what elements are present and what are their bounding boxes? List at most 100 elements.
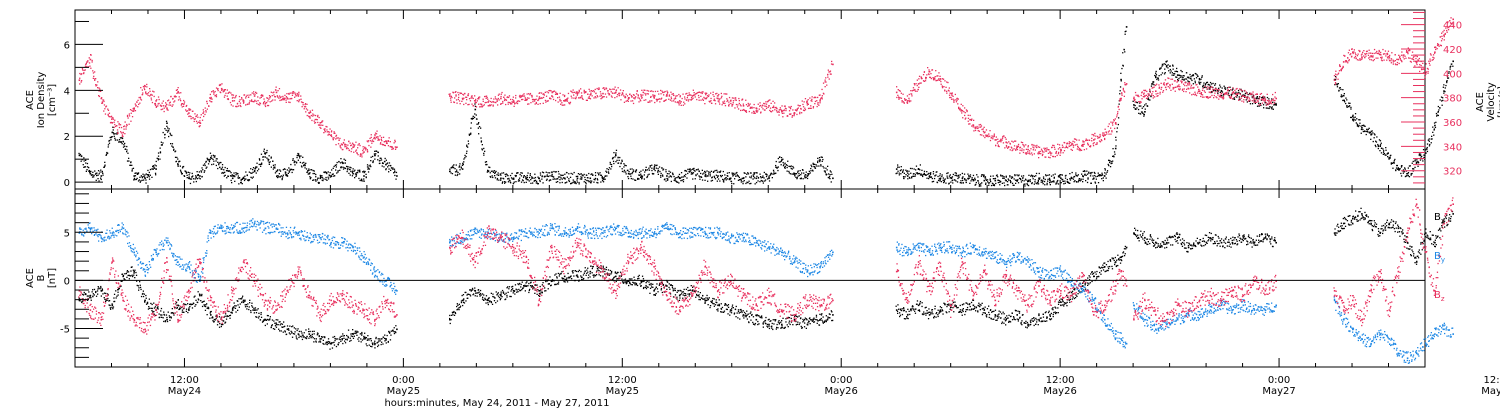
velocity-point bbox=[704, 97, 706, 100]
ion-density-point bbox=[1160, 74, 1162, 76]
velocity-point bbox=[970, 119, 973, 121]
velocity-point bbox=[160, 104, 162, 107]
velocity-point bbox=[267, 104, 270, 107]
velocity-point bbox=[673, 100, 675, 102]
ion-density-point bbox=[168, 128, 170, 130]
velocity-point bbox=[1152, 97, 1154, 99]
velocity-point bbox=[87, 60, 89, 62]
velocity-point bbox=[165, 106, 167, 108]
velocity-point bbox=[215, 94, 218, 96]
velocity-point bbox=[172, 104, 174, 106]
ion-density-point bbox=[268, 159, 270, 161]
ion-density-point bbox=[122, 146, 125, 148]
velocity-point bbox=[597, 88, 600, 91]
ion-density-point bbox=[770, 172, 772, 175]
velocity-point bbox=[731, 105, 733, 107]
ion-density-point bbox=[1133, 106, 1135, 109]
velocity-point bbox=[1124, 82, 1126, 84]
ion-density-point bbox=[760, 176, 762, 178]
ion-density-point bbox=[264, 152, 266, 154]
velocity-point bbox=[799, 111, 801, 113]
ion-density-point bbox=[253, 170, 256, 173]
velocity-point bbox=[570, 95, 572, 97]
velocity-point bbox=[1117, 106, 1119, 108]
ion-density-point bbox=[204, 170, 206, 172]
ion-density-point bbox=[100, 178, 102, 181]
ion-density-point bbox=[959, 182, 961, 184]
ion-density-point bbox=[329, 174, 331, 177]
ion-density-point bbox=[1432, 131, 1434, 133]
velocity-point bbox=[285, 99, 287, 101]
velocity-point bbox=[694, 96, 696, 98]
ion-density-point bbox=[195, 180, 197, 183]
ion-density-point bbox=[1433, 134, 1435, 136]
ion-density-point bbox=[938, 178, 940, 180]
velocity-point bbox=[220, 91, 222, 94]
ion-density-point bbox=[1251, 103, 1254, 105]
ion-density-point bbox=[613, 152, 615, 154]
velocity-point bbox=[526, 97, 529, 99]
ion-density-point bbox=[1181, 71, 1183, 73]
ion-density-point bbox=[677, 175, 679, 178]
ion-density-point bbox=[900, 173, 902, 175]
ion-density-point bbox=[643, 178, 645, 180]
ion-density-point bbox=[1428, 138, 1430, 140]
ion-density-point bbox=[185, 171, 187, 173]
ion-density-point bbox=[84, 166, 87, 168]
ion-density-point bbox=[380, 159, 383, 161]
velocity-point bbox=[342, 148, 344, 151]
velocity-point bbox=[465, 102, 467, 104]
ion-density-point bbox=[127, 152, 129, 154]
velocity-point bbox=[821, 88, 823, 91]
velocity-point bbox=[92, 72, 95, 74]
velocity-point bbox=[752, 110, 755, 112]
ion-density-point bbox=[1370, 130, 1372, 133]
velocity-point bbox=[351, 142, 354, 144]
velocity-point bbox=[449, 93, 451, 95]
ion-density-point bbox=[810, 170, 812, 172]
ion-density-point bbox=[804, 177, 806, 179]
ion-density-point bbox=[1358, 119, 1360, 121]
velocity-point bbox=[806, 104, 808, 106]
velocity-point bbox=[285, 101, 287, 103]
velocity-point bbox=[738, 102, 740, 105]
velocity-point bbox=[257, 100, 259, 102]
ion-density-point bbox=[335, 169, 337, 171]
velocity-point bbox=[748, 104, 750, 106]
ion-density-point bbox=[122, 140, 124, 143]
ion-density-point bbox=[325, 176, 327, 179]
ion-density-point bbox=[687, 168, 689, 170]
ion-density-point bbox=[820, 156, 822, 158]
ion-density-point bbox=[954, 179, 956, 181]
ion-density-point bbox=[1260, 104, 1262, 107]
velocity-point bbox=[518, 95, 521, 97]
ion-density-point bbox=[1340, 94, 1343, 96]
velocity-point bbox=[131, 116, 134, 118]
velocity-point bbox=[723, 102, 725, 104]
velocity-point bbox=[663, 100, 665, 102]
ion-density-point bbox=[593, 178, 595, 180]
ion-density-point bbox=[1169, 72, 1171, 74]
ion-density-point bbox=[563, 177, 566, 180]
ion-density-point bbox=[895, 168, 898, 170]
ion-density-point bbox=[1009, 179, 1011, 182]
velocity-point bbox=[1113, 119, 1115, 121]
velocity-point bbox=[593, 97, 595, 99]
ion-density-point bbox=[551, 175, 553, 177]
velocity-point bbox=[178, 96, 180, 98]
velocity-point bbox=[829, 70, 832, 72]
ion-density-point bbox=[1031, 182, 1033, 185]
ion-density-point bbox=[349, 174, 351, 176]
ion-density-point bbox=[1180, 75, 1182, 77]
velocity-point bbox=[579, 96, 582, 98]
ion-density-point bbox=[617, 156, 619, 158]
ion-density-point bbox=[1446, 81, 1448, 84]
ion-density-point bbox=[1229, 86, 1231, 88]
velocity-point bbox=[959, 107, 961, 109]
ion-density-point bbox=[1388, 156, 1391, 159]
velocity-point bbox=[512, 100, 515, 102]
ion-density-point bbox=[1447, 77, 1450, 79]
velocity-point bbox=[291, 92, 293, 94]
ion-density-point bbox=[714, 178, 717, 180]
ion-density-point bbox=[324, 171, 326, 174]
